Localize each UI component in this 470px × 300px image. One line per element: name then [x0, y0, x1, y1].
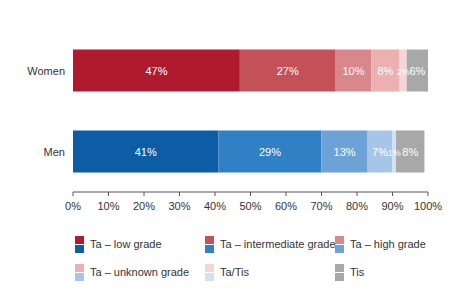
bar-segment [336, 50, 372, 92]
x-tick-label: 20% [133, 200, 155, 212]
x-tick [108, 192, 109, 196]
legend-swatch [75, 236, 84, 244]
legend-swatch [205, 264, 214, 272]
x-tick [179, 192, 180, 196]
data-label: 6% [409, 65, 425, 77]
legend-swatch [335, 236, 344, 244]
legend-label: Ta – high grade [350, 238, 426, 250]
x-tick-label: 30% [168, 200, 190, 212]
legend-swatch [205, 273, 214, 281]
data-label: 10% [342, 65, 364, 77]
bar-segment [219, 131, 322, 173]
legend-label: Ta/Tis [220, 266, 249, 278]
legend-swatch [75, 264, 84, 272]
legend-swatch [205, 245, 214, 253]
data-label: 7% [372, 146, 388, 158]
x-tick [392, 192, 393, 196]
legend-swatch [335, 264, 344, 272]
x-tick [321, 192, 322, 196]
bar-segment [407, 50, 428, 92]
x-tick-label: 80% [346, 200, 368, 212]
data-label: 8% [402, 146, 418, 158]
data-label: 27% [277, 65, 299, 77]
legend-swatch [335, 245, 344, 253]
legend-swatch [75, 273, 84, 281]
x-tick [73, 192, 74, 196]
bar-segment [322, 131, 368, 173]
x-tick-label: 50% [239, 200, 261, 212]
data-label: 2% [397, 67, 410, 77]
chart: 47%27%10%8%2%6%41%29%13%7%1%8%WomenMen0%… [0, 0, 470, 300]
x-tick-label: 90% [381, 200, 403, 212]
bar-segment [240, 50, 336, 92]
data-label: 8% [377, 65, 393, 77]
data-label: 29% [259, 146, 281, 158]
x-tick-label: 10% [97, 200, 119, 212]
data-label: 47% [145, 65, 167, 77]
x-tick [215, 192, 216, 196]
x-tick-label: 70% [310, 200, 332, 212]
x-tick-label: 60% [275, 200, 297, 212]
legend-swatch [205, 236, 214, 244]
x-tick-label: 0% [65, 200, 81, 212]
x-tick [428, 192, 429, 196]
data-label: 41% [135, 146, 157, 158]
legend-swatch [335, 273, 344, 281]
x-tick [357, 192, 358, 196]
x-tick-label: 40% [204, 200, 226, 212]
bar-segment [371, 50, 399, 92]
legend-label: Ta – intermediate grade [220, 238, 336, 250]
x-tick [250, 192, 251, 196]
legend-label: Ta – low grade [90, 238, 162, 250]
x-tick-label: 100% [414, 200, 442, 212]
bar-segment [73, 131, 219, 173]
category-label: Men [44, 146, 65, 158]
bars [73, 50, 428, 173]
bar-segment [73, 50, 240, 92]
legend: Ta – low grade Ta – intermediate grade Ta … [75, 236, 426, 281]
x-tick [144, 192, 145, 196]
data-labels: 47%27%10%8%2%6%41%29%13%7%1%8% [135, 65, 426, 158]
legend-label: Ta – unknown grade [90, 266, 189, 278]
legend-label: Tis [350, 266, 365, 278]
data-label: 1% [388, 148, 401, 158]
data-label: 13% [334, 146, 356, 158]
category-label: Women [27, 65, 65, 77]
x-tick [286, 192, 287, 196]
legend-swatch [75, 245, 84, 253]
